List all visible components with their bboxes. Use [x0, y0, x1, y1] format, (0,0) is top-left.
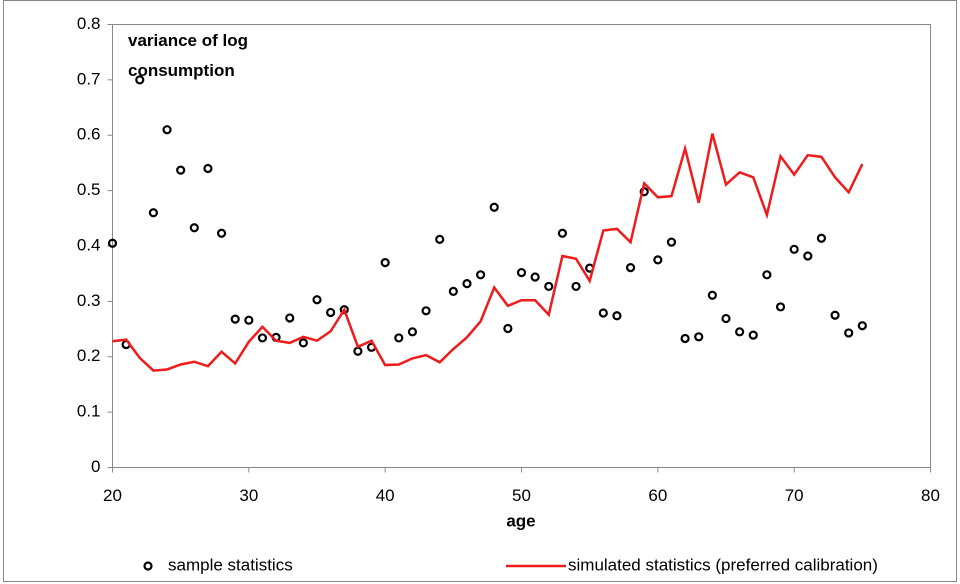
data-point — [298, 338, 308, 348]
data-point — [748, 330, 758, 340]
plot-frame — [112, 24, 931, 468]
x-tick-label: 20 — [103, 486, 122, 505]
data-point — [557, 228, 568, 238]
data-point — [571, 281, 581, 292]
data-point — [176, 165, 186, 175]
data-point — [803, 251, 813, 261]
legend-marker — [143, 561, 153, 571]
y-tick-label: 0.5 — [77, 180, 101, 199]
data-point — [189, 223, 199, 233]
x-tick-label: 30 — [239, 486, 258, 505]
data-point — [857, 321, 867, 331]
x-tick-label: 50 — [512, 486, 531, 505]
data-point — [762, 270, 772, 280]
data-point — [680, 333, 690, 344]
data-point — [516, 267, 527, 278]
data-point — [244, 315, 254, 325]
legend-label: simulated statistics (preferred calibrat… — [568, 555, 878, 574]
data-point — [598, 308, 608, 318]
data-point — [380, 258, 390, 268]
data-point — [530, 272, 540, 282]
data-point — [544, 281, 554, 292]
x-axis-label: age — [506, 511, 535, 530]
data-point — [489, 202, 499, 212]
annotation: variance of log consumption — [128, 31, 248, 80]
y-tick-label: 0.7 — [77, 69, 101, 88]
data-point — [162, 125, 172, 135]
data-point — [625, 262, 636, 273]
y-tick-label: 0.2 — [77, 346, 101, 365]
x-tick-label: 60 — [648, 486, 667, 505]
data-point — [830, 310, 840, 320]
y-tick-label: 0.6 — [77, 125, 101, 144]
data-point — [476, 270, 486, 280]
data-point — [135, 75, 145, 85]
y-tick-label: 0 — [91, 457, 100, 476]
data-line — [112, 133, 864, 372]
data-point — [312, 295, 322, 305]
data-point — [435, 234, 445, 244]
data-point — [775, 302, 786, 312]
data-point — [844, 328, 854, 338]
data-point — [394, 333, 404, 343]
data-point — [816, 233, 827, 243]
data-point — [448, 286, 458, 297]
y-tick-label: 0.8 — [77, 14, 101, 33]
data-point — [326, 307, 336, 318]
data-point — [407, 327, 418, 337]
chart-border — [3, 0, 957, 582]
data-point — [789, 244, 799, 254]
data-point — [612, 311, 622, 321]
data-point — [721, 313, 731, 324]
data-point — [353, 346, 363, 356]
x-tick-label: 40 — [376, 486, 395, 505]
data-point — [107, 238, 118, 248]
data-point — [285, 313, 295, 323]
data-point — [148, 208, 158, 218]
data-point — [230, 314, 240, 324]
data-point — [462, 279, 472, 289]
data-point — [707, 290, 717, 300]
data-point — [216, 228, 227, 238]
data-point — [735, 327, 745, 337]
legend-label: sample statistics — [168, 555, 293, 574]
y-tick-label: 0.3 — [77, 291, 101, 310]
data-point — [421, 306, 431, 316]
data-point — [694, 332, 704, 342]
x-tick-label: 70 — [785, 486, 804, 505]
data-point — [503, 323, 513, 334]
x-tick-label: 80 — [921, 486, 940, 505]
data-point — [653, 255, 663, 265]
data-point — [257, 333, 268, 343]
data-point — [203, 163, 213, 174]
y-tick-label: 0.1 — [77, 402, 101, 421]
y-tick-label: 0.4 — [77, 235, 101, 254]
data-point — [666, 237, 677, 247]
